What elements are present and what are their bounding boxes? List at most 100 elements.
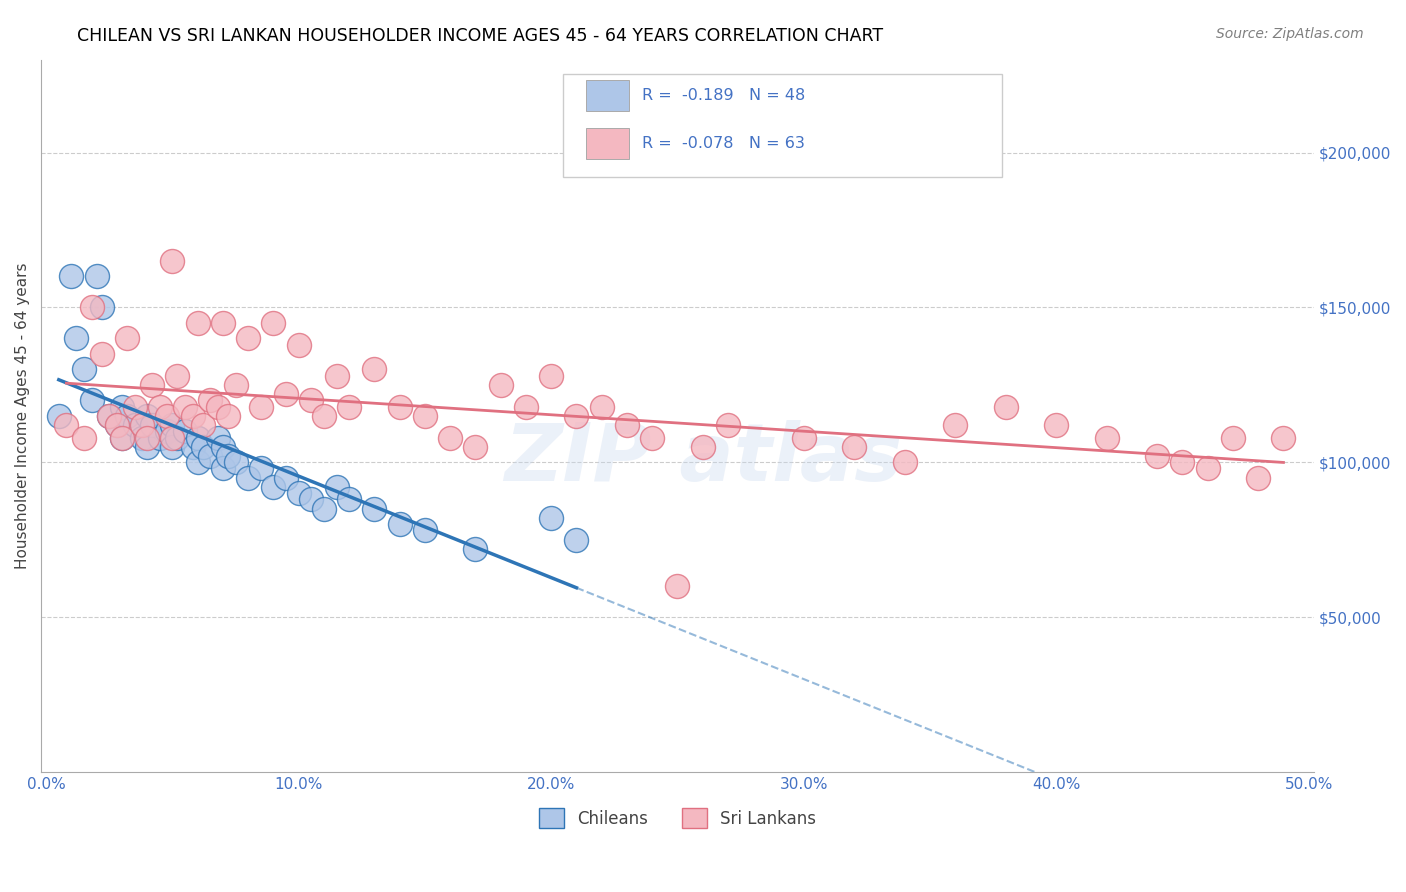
- Point: [187, 430, 209, 444]
- Point: [90, 301, 112, 315]
- Point: [540, 511, 562, 525]
- Point: [115, 331, 138, 345]
- Point: [540, 368, 562, 383]
- Point: [312, 409, 335, 423]
- Point: [48, 409, 70, 423]
- Point: [262, 316, 284, 330]
- Point: [80, 393, 103, 408]
- Point: [363, 362, 385, 376]
- Point: [238, 331, 260, 345]
- Point: [191, 440, 214, 454]
- Point: [187, 455, 209, 469]
- Point: [565, 533, 588, 547]
- Point: [1146, 449, 1168, 463]
- Point: [1197, 461, 1219, 475]
- Point: [55, 418, 77, 433]
- Text: ZIP atlas: ZIP atlas: [503, 419, 903, 498]
- FancyBboxPatch shape: [586, 79, 628, 111]
- Legend: Chileans, Sri Lankans: Chileans, Sri Lankans: [533, 801, 823, 835]
- Point: [187, 316, 209, 330]
- Point: [666, 579, 689, 593]
- Point: [86, 269, 108, 284]
- Point: [105, 418, 128, 433]
- Point: [363, 501, 385, 516]
- Point: [191, 418, 214, 433]
- Point: [156, 409, 179, 423]
- Point: [98, 409, 121, 423]
- Point: [515, 400, 537, 414]
- Point: [413, 524, 436, 538]
- FancyBboxPatch shape: [586, 128, 628, 160]
- Point: [274, 387, 297, 401]
- Point: [274, 471, 297, 485]
- Point: [1095, 430, 1118, 444]
- Point: [413, 409, 436, 423]
- Point: [844, 440, 866, 454]
- Point: [111, 430, 134, 444]
- Point: [166, 430, 188, 444]
- Point: [1247, 471, 1270, 485]
- Text: CHILEAN VS SRI LANKAN HOUSEHOLDER INCOME AGES 45 - 64 YEARS CORRELATION CHART: CHILEAN VS SRI LANKAN HOUSEHOLDER INCOME…: [77, 27, 883, 45]
- Point: [212, 440, 235, 454]
- Point: [337, 492, 360, 507]
- Point: [181, 409, 204, 423]
- Point: [141, 377, 163, 392]
- Point: [60, 269, 83, 284]
- Point: [90, 347, 112, 361]
- Point: [616, 418, 638, 433]
- Point: [641, 430, 664, 444]
- Point: [105, 418, 128, 433]
- Point: [174, 425, 197, 439]
- Point: [162, 254, 184, 268]
- Point: [131, 418, 153, 433]
- Point: [73, 362, 96, 376]
- Point: [207, 430, 229, 444]
- Point: [717, 418, 740, 433]
- Point: [162, 440, 184, 454]
- Point: [162, 418, 184, 433]
- FancyBboxPatch shape: [562, 74, 1002, 178]
- Point: [212, 316, 235, 330]
- Point: [141, 418, 163, 433]
- Point: [111, 400, 134, 414]
- Point: [136, 440, 159, 454]
- Point: [793, 430, 815, 444]
- Point: [80, 301, 103, 315]
- Point: [124, 418, 146, 433]
- Point: [115, 409, 138, 423]
- Point: [124, 400, 146, 414]
- Point: [388, 517, 411, 532]
- Point: [1045, 418, 1067, 433]
- Point: [136, 430, 159, 444]
- Text: R =  -0.078   N = 63: R = -0.078 N = 63: [641, 136, 804, 151]
- Point: [464, 440, 486, 454]
- Point: [162, 430, 184, 444]
- Point: [131, 430, 153, 444]
- Point: [73, 430, 96, 444]
- Point: [238, 471, 260, 485]
- Point: [65, 331, 87, 345]
- Point: [299, 492, 322, 507]
- Point: [225, 377, 247, 392]
- Point: [174, 400, 197, 414]
- Point: [1272, 430, 1295, 444]
- Point: [207, 400, 229, 414]
- Point: [98, 409, 121, 423]
- Point: [287, 337, 309, 351]
- Point: [325, 480, 347, 494]
- Point: [299, 393, 322, 408]
- Point: [287, 486, 309, 500]
- Text: Source: ZipAtlas.com: Source: ZipAtlas.com: [1216, 27, 1364, 41]
- Point: [1222, 430, 1244, 444]
- Point: [156, 425, 179, 439]
- Point: [464, 541, 486, 556]
- Point: [994, 400, 1017, 414]
- Point: [181, 440, 204, 454]
- Point: [325, 368, 347, 383]
- Point: [249, 400, 271, 414]
- Point: [312, 501, 335, 516]
- Point: [225, 455, 247, 469]
- Point: [439, 430, 461, 444]
- Point: [200, 449, 222, 463]
- Point: [262, 480, 284, 494]
